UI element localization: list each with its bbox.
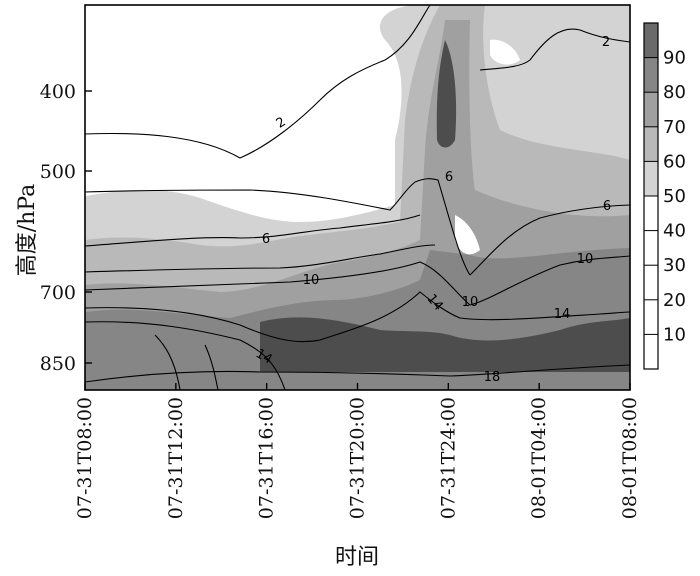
contour-line-14-b xyxy=(85,321,286,390)
colorbar-swatch xyxy=(644,299,658,335)
x-tick-label: 07-31T24:00 xyxy=(437,397,459,519)
x-tick-label: 08-01T04:00 xyxy=(528,397,550,519)
x-axis-title: 时间 xyxy=(335,545,379,570)
contour-line-2-right xyxy=(479,28,630,71)
contour-label: 6 xyxy=(262,232,270,247)
colorbar-tick-label: 30 xyxy=(663,255,686,276)
contour-label: 6 xyxy=(445,170,453,185)
humidity-shading xyxy=(85,5,630,390)
contour-line-14-a xyxy=(85,291,630,343)
colorbar-tick-label: 90 xyxy=(663,48,686,69)
shade-dry-tongue xyxy=(455,215,480,255)
contour-line-14-d xyxy=(204,344,219,390)
colorbar-swatch xyxy=(644,334,658,369)
contour-label: 2 xyxy=(602,35,610,50)
contour-label: 14 xyxy=(253,346,275,367)
y-tick-label: 400 xyxy=(40,81,76,103)
y-tick-label: 500 xyxy=(40,161,76,183)
colorbar-tick-label: 70 xyxy=(663,117,686,138)
contour-line-6-right xyxy=(469,204,630,276)
shade-band-90-upper xyxy=(436,40,457,148)
contour-line-2-left xyxy=(85,5,431,159)
x-tick-label: 07-31T08:00 xyxy=(74,397,96,519)
contour-label: 18 xyxy=(484,370,501,385)
x-tick-label: 07-31T12:00 xyxy=(165,397,187,519)
contour-label: 10 xyxy=(577,252,594,267)
x-tick-label: 07-31T16:00 xyxy=(256,397,278,519)
shade-dry-upper xyxy=(490,39,520,65)
contour-line-18 xyxy=(85,364,630,383)
y-axis: 400 500 700 850 xyxy=(40,81,92,375)
contour-line-6-mid xyxy=(85,214,421,247)
contour-label: 10 xyxy=(303,273,320,288)
colorbar-swatch xyxy=(644,57,658,93)
colorbar-swatch xyxy=(644,161,658,196)
colorbar-swatch xyxy=(644,126,658,162)
colorbar-swatch xyxy=(644,230,658,266)
specific-humidity-contours xyxy=(85,5,630,390)
colorbar-tick-label: 10 xyxy=(663,324,686,345)
shade-band-90 xyxy=(260,317,630,372)
y-tick-label: 850 xyxy=(40,353,76,375)
colorbar-tick-label: 40 xyxy=(663,221,686,242)
contour-line-14-c xyxy=(154,334,181,390)
y-tick-label: 700 xyxy=(40,282,76,304)
contour-line-10-b xyxy=(85,255,630,306)
colorbar-tick-label: 80 xyxy=(663,82,686,103)
x-tick-label: 08-01T08:00 xyxy=(619,397,641,519)
plot-area: 2 2 6 6 6 10 10 10 14 14 14 18 xyxy=(84,4,631,391)
colorbar-tick-label: 50 xyxy=(663,186,686,207)
contour-label: 6 xyxy=(603,199,611,214)
colorbar-swatch xyxy=(644,265,658,300)
contour-label: 10 xyxy=(462,295,479,310)
contour-line-6-left xyxy=(85,178,471,276)
y-axis-title: 高度/hPa xyxy=(15,184,40,277)
colorbar: 10 20 30 40 50 60 70 80 90 xyxy=(643,22,686,370)
colorbar-swatch xyxy=(644,196,658,231)
contour-line-10-a xyxy=(85,244,436,273)
colorbar-tick-label: 20 xyxy=(663,290,686,311)
colorbar-swatch xyxy=(644,23,658,58)
x-tick-label: 07-31T20:00 xyxy=(347,397,369,519)
x-axis: 07-31T08:00 07-31T12:00 07-31T16:00 07-31T2… xyxy=(74,383,641,519)
contour-label: 14 xyxy=(554,307,571,322)
colorbar-swatch xyxy=(644,92,658,127)
colorbar-tick-label: 60 xyxy=(663,151,686,172)
